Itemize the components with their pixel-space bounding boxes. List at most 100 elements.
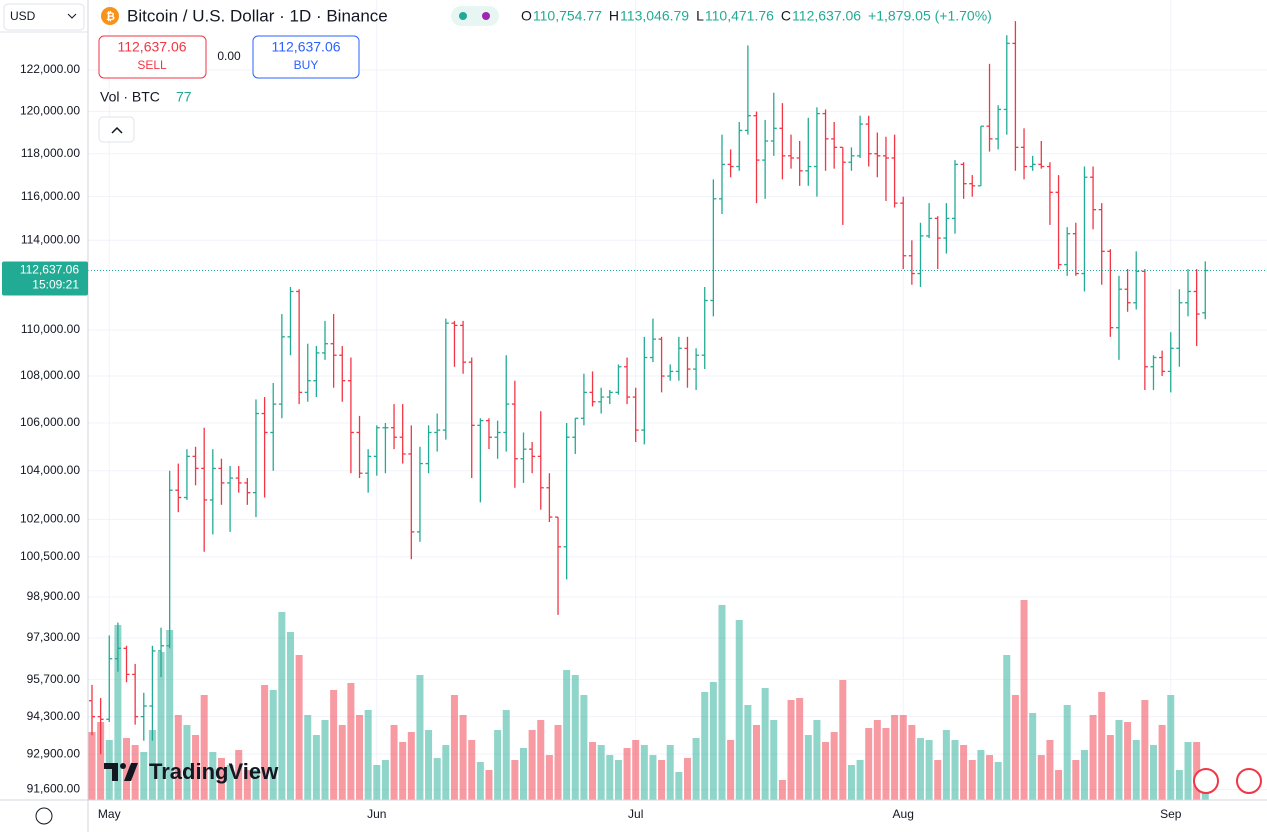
- event-flag[interactable]: [1236, 768, 1262, 794]
- volume-bar: [356, 715, 364, 800]
- volume-bar: [606, 755, 614, 800]
- volume-bar: [131, 745, 139, 800]
- symbol-title: Bitcoin / U.S. Dollar · 1D · Binance: [127, 6, 388, 25]
- volume-bar: [916, 738, 924, 800]
- volume-bar: [718, 605, 726, 800]
- volume-bar: [778, 780, 786, 800]
- volume-bar: [675, 772, 683, 800]
- event-flag[interactable]: [1193, 768, 1219, 794]
- x-tick-label: Jul: [628, 807, 643, 821]
- buy-button[interactable]: [252, 35, 360, 79]
- volume-bar: [166, 630, 174, 800]
- volume-bar: [416, 675, 424, 800]
- volume-bar: [666, 745, 674, 800]
- volume-bar: [873, 720, 881, 800]
- volume-bar: [1072, 760, 1080, 800]
- volume-bar: [1115, 720, 1123, 800]
- y-tick-label: 120,000.00: [20, 104, 80, 118]
- volume-bar: [1011, 695, 1019, 800]
- volume-bar: [580, 695, 588, 800]
- currency: USD: [10, 9, 36, 23]
- volume-bar: [88, 732, 96, 800]
- volume-bar: [968, 760, 976, 800]
- logo-mark: [104, 763, 138, 781]
- volume-bar: [450, 695, 458, 800]
- volume-bar: [140, 752, 148, 800]
- volume-bar: [761, 688, 769, 800]
- volume-bar: [321, 720, 329, 800]
- volume-bar: [804, 735, 812, 800]
- volume-bar: [347, 683, 355, 800]
- settings-icon[interactable]: [35, 807, 53, 825]
- status-pill[interactable]: [451, 6, 499, 26]
- volume-bar: [692, 738, 700, 800]
- volume-bar: [286, 632, 294, 800]
- volume-bar: [787, 700, 795, 800]
- volume-bar: [545, 755, 553, 800]
- volume-bar: [157, 652, 165, 800]
- volume-bar: [476, 762, 484, 800]
- volume-bar: [148, 730, 156, 800]
- volume-bar: [822, 742, 830, 800]
- sell-button[interactable]: [98, 35, 207, 79]
- currency-select[interactable]: [3, 3, 85, 31]
- volume-bar: [511, 760, 519, 800]
- countdown: 15:09:21: [32, 278, 79, 292]
- volume-bar: [1132, 740, 1140, 800]
- volume-bar: [1046, 740, 1054, 800]
- volume-bar: [1193, 742, 1201, 800]
- volume-bar: [856, 760, 864, 800]
- sell-price: 112,637.06: [117, 39, 186, 55]
- volume-bar: [847, 765, 855, 800]
- ohlc-key: C: [781, 8, 791, 24]
- y-tick-label: 95,700.00: [27, 672, 81, 686]
- volume-bar: [1089, 715, 1097, 800]
- volume-label: Vol · BTC: [100, 89, 160, 105]
- volume-bar: [226, 765, 234, 800]
- btc-icon: [101, 7, 119, 25]
- volume-bar: [243, 770, 251, 800]
- volume-bar: [934, 760, 942, 800]
- volume-bar: [649, 755, 657, 800]
- volume-bar: [390, 725, 398, 800]
- tv-logo: TradingView: [104, 759, 279, 784]
- volume-bar: [554, 725, 562, 800]
- volume-bar: [114, 625, 122, 800]
- volume-bar: [960, 745, 968, 800]
- volume-bar: [528, 730, 536, 800]
- volume-bar: [494, 730, 502, 800]
- volume-bar: [951, 740, 959, 800]
- volume-bar: [425, 730, 433, 800]
- dropdown-icon: [67, 13, 77, 19]
- volume-bar: [1158, 725, 1166, 800]
- volume-bar: [701, 692, 709, 800]
- volume-bar: [830, 732, 838, 800]
- volume-bar: [1029, 713, 1037, 800]
- volume-bar: [1063, 705, 1071, 800]
- y-tick-label: 91,600.00: [27, 782, 81, 796]
- sell-label: SELL: [137, 58, 167, 72]
- volume-bar: [1184, 742, 1192, 800]
- volume-bar: [640, 745, 648, 800]
- y-tick-label: 122,000.00: [20, 62, 80, 76]
- volume-bar: [727, 740, 735, 800]
- y-tick-label: 97,300.00: [27, 630, 81, 644]
- y-tick-label: 98,900.00: [27, 589, 81, 603]
- volume-bar: [597, 745, 605, 800]
- y-tick-label: 94,300.00: [27, 709, 81, 723]
- y-tick-label: 106,000.00: [20, 415, 80, 429]
- volume-bar: [217, 758, 225, 800]
- volume-bar: [908, 725, 916, 800]
- volume-bar: [373, 765, 381, 800]
- volume-bar: [261, 685, 269, 800]
- ohlc-key: H: [609, 8, 619, 24]
- volume-bar: [407, 732, 415, 800]
- volume-bar: [442, 745, 450, 800]
- volume-bar: [1167, 695, 1175, 800]
- volume-bar: [97, 722, 105, 800]
- y-tick-label: 118,000.00: [21, 146, 80, 160]
- volume-bar: [105, 740, 113, 800]
- volume-bar: [520, 748, 527, 800]
- volume-bar: [330, 690, 338, 800]
